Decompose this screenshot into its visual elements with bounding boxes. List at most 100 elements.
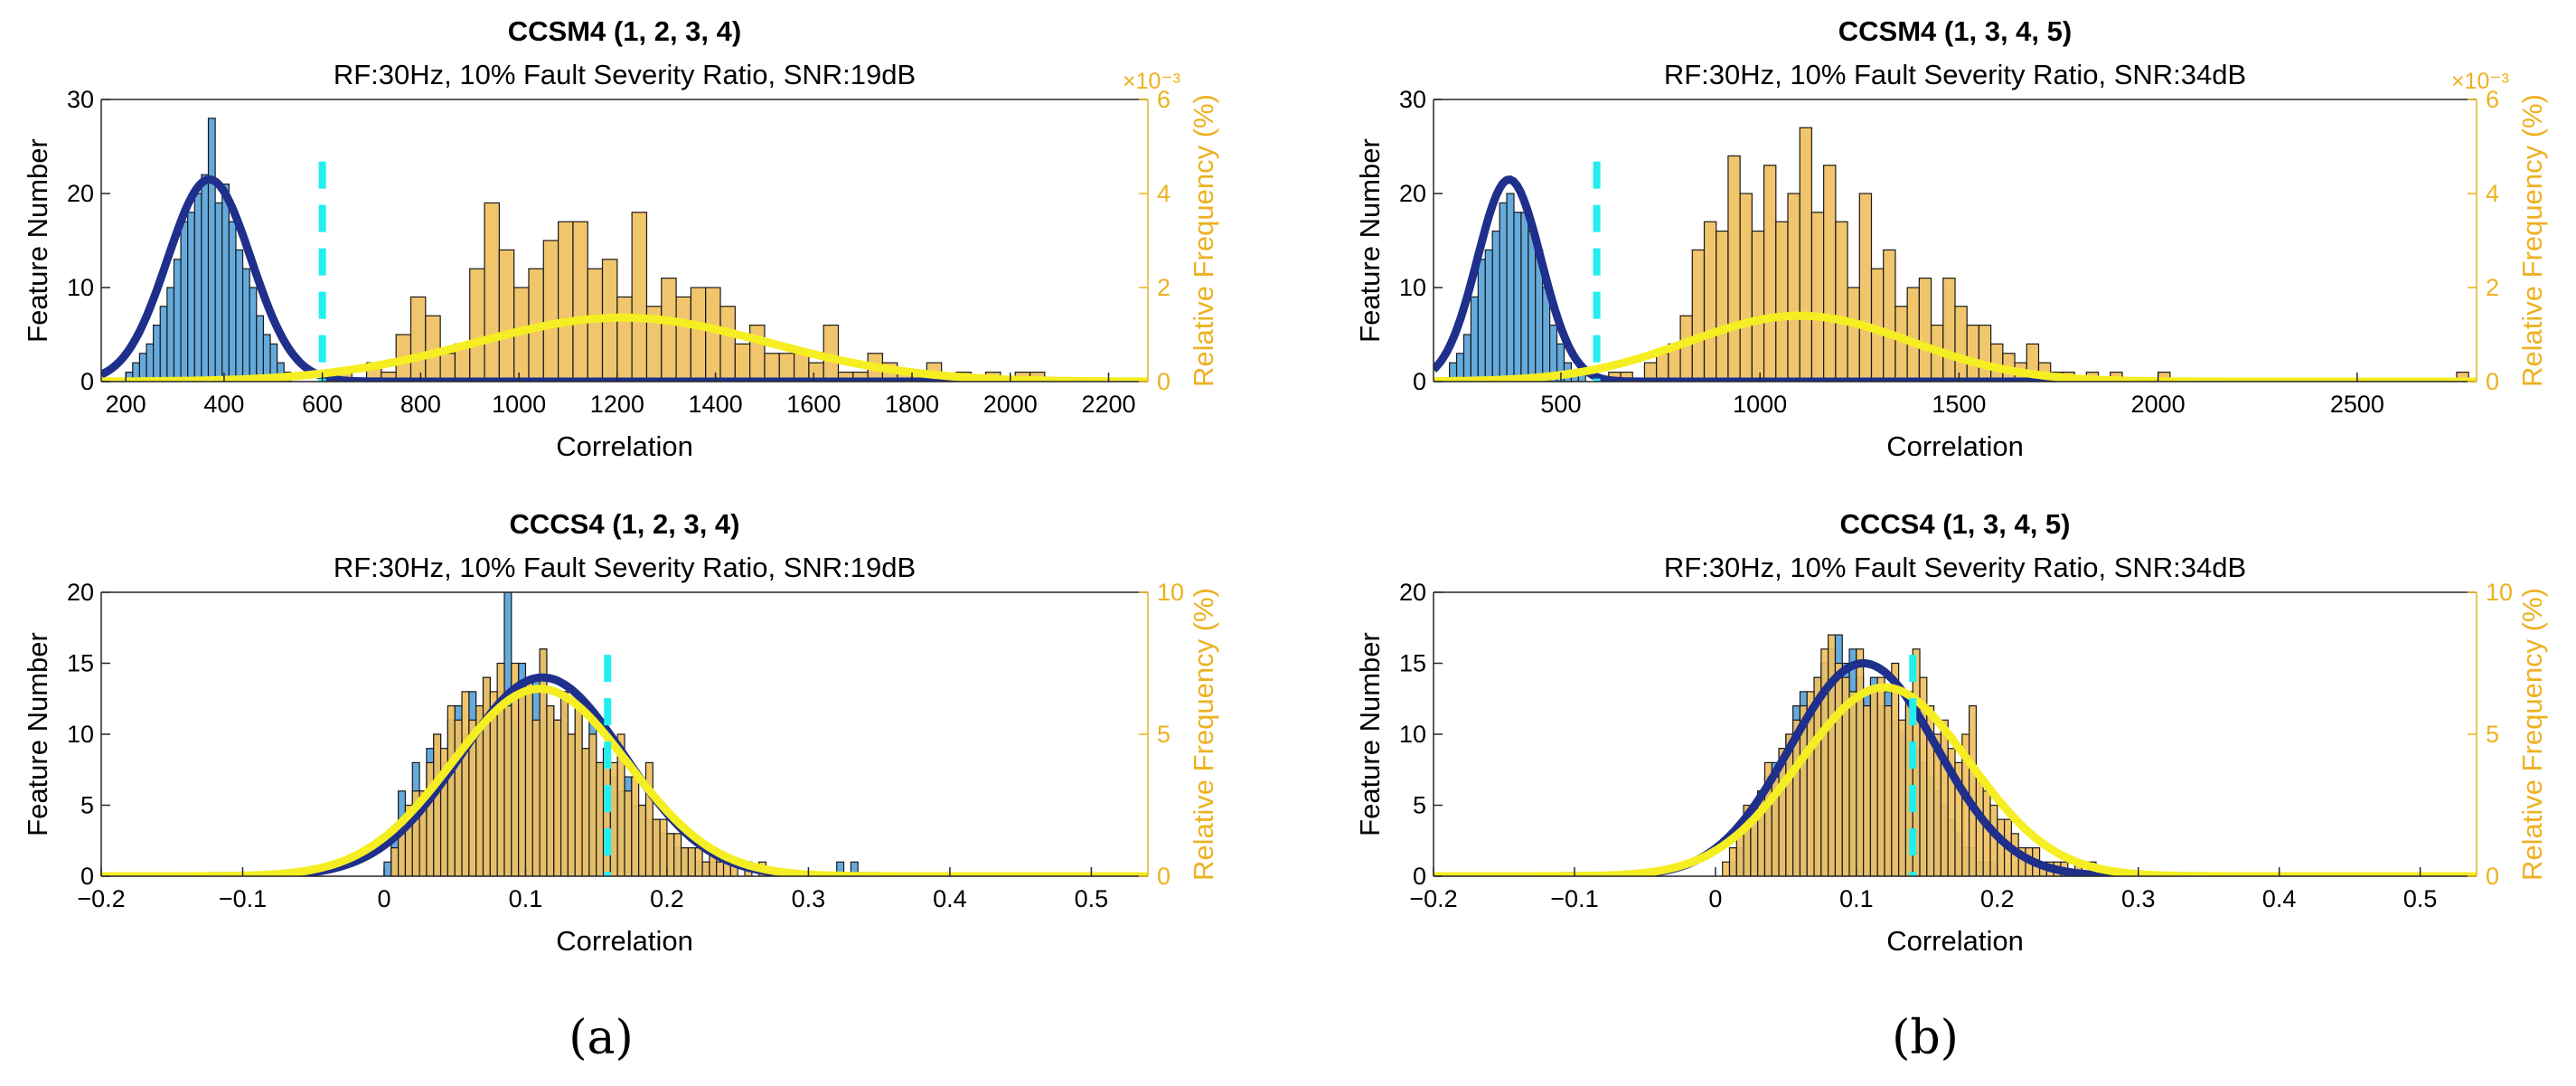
y-right-tick-label: 6: [2486, 86, 2499, 113]
faulty-bar: [694, 846, 703, 876]
healthy-bar: [207, 118, 216, 382]
faulty-bar: [572, 221, 588, 382]
faulty-bar: [1810, 212, 1825, 382]
faulty-bar: [1834, 662, 1843, 876]
faulty-bar: [1735, 833, 1744, 876]
x-tick-label: 0.1: [1839, 885, 1874, 912]
y-tick-label: 20: [1399, 579, 1426, 606]
faulty-bar: [631, 212, 648, 382]
healthy-bar: [1506, 193, 1515, 382]
faulty-fit-curve: [101, 685, 1148, 876]
faulty-bar: [1679, 315, 1693, 382]
faulty-bar: [439, 353, 456, 382]
x-axis-label: Correlation: [556, 430, 693, 462]
x-axis-label: Correlation: [1886, 430, 2024, 462]
healthy-bar: [256, 315, 265, 382]
chart-title: CCSM4 (1, 2, 3, 4): [508, 15, 741, 47]
faulty-bar: [588, 733, 597, 876]
y-tick-label: 15: [67, 650, 94, 677]
faulty-bar: [764, 353, 780, 382]
chart-subtitle: RF:30Hz, 10% Fault Severity Ratio, SNR:1…: [334, 552, 916, 583]
healthy-bar: [1499, 202, 1508, 382]
faulty-bar: [484, 202, 500, 382]
faulty-bar: [1869, 691, 1878, 876]
faulty-bar: [567, 733, 576, 876]
healthy-bar: [228, 221, 237, 382]
faulty-bar: [659, 818, 668, 876]
faulty-bar: [1968, 704, 1977, 876]
x-tick-label: 1800: [885, 391, 939, 418]
x-axis-label: Correlation: [1886, 925, 2024, 957]
x-tick-label: −0.1: [1550, 885, 1598, 912]
chart-b-top: CCSM4 (1, 3, 4, 5) RF:30Hz, 10% Fault Sev…: [1354, 15, 2548, 462]
chart-title: CCCS4 (1, 2, 3, 4): [510, 508, 740, 540]
faulty-bar: [644, 761, 653, 876]
faulty-bar: [1727, 155, 1741, 382]
x-tick-label: 200: [106, 391, 146, 418]
healthy-bar: [221, 184, 230, 382]
faulty-bar: [793, 353, 810, 382]
faulty-bar: [409, 296, 427, 382]
x-tick-label: 0.2: [1980, 885, 2015, 912]
x-axis-label: Correlation: [556, 925, 693, 957]
faulty-bar: [559, 691, 569, 876]
y-right-tick-label: 10: [1157, 579, 1184, 606]
faulty-bar: [558, 221, 574, 382]
y-tick-label: 0: [1413, 368, 1426, 395]
faulty-bar: [1728, 846, 1737, 876]
x-tick-label: 1500: [1932, 391, 1986, 418]
x-tick-label: 2200: [1081, 391, 1135, 418]
y-right-tick-label: 2: [1157, 274, 1170, 301]
faulty-bar: [1856, 648, 1865, 876]
y-right-tick-label: 5: [2486, 721, 2499, 748]
y-tick-label: 0: [80, 863, 94, 890]
x-tick-label: 0.4: [2262, 885, 2297, 912]
chart-subtitle: RF:30Hz, 10% Fault Severity Ratio, SNR:3…: [1664, 552, 2246, 583]
right-axis-exponent: ×10⁻³: [1123, 69, 1180, 94]
faulty-bar: [705, 287, 721, 382]
x-tick-label: −0.1: [219, 885, 267, 912]
faulty-bar: [652, 818, 661, 876]
y-right-axis-label: Relative Frequency (%): [1188, 588, 1219, 881]
faulty-bar: [734, 343, 751, 382]
faulty-bar: [778, 353, 795, 382]
faulty-bar: [469, 268, 485, 382]
faulty-bar: [1763, 165, 1777, 382]
y-axis-label: Feature Number: [22, 632, 53, 836]
healthy-bar: [1520, 212, 1529, 382]
y-right-tick-label: 4: [1157, 180, 1170, 207]
y-tick-label: 10: [1399, 274, 1426, 301]
healthy-bar: [166, 287, 175, 382]
faulty-bar: [518, 691, 527, 876]
faulty-bar: [1835, 221, 1848, 382]
y-tick-label: 5: [1413, 792, 1426, 819]
faulty-bar: [1982, 790, 1991, 876]
faulty-bar: [1775, 221, 1789, 382]
healthy-bar: [1484, 249, 1493, 382]
y-tick-label: 10: [67, 721, 94, 748]
faulty-bar: [1894, 306, 1908, 382]
faulty-bar: [1883, 249, 1896, 382]
faulty-bar: [1799, 127, 1813, 382]
faulty-bar: [1863, 704, 1872, 876]
faulty-bar: [1918, 278, 1932, 382]
faulty-bar: [1751, 231, 1765, 382]
y-right-tick-label: 0: [2486, 368, 2499, 395]
faulty-bar: [454, 719, 463, 876]
x-tick-label: 0.3: [2121, 885, 2156, 912]
y-right-tick-label: 5: [1157, 721, 1170, 748]
x-tick-label: 500: [1540, 391, 1581, 418]
y-right-axis-label: Relative Frequency (%): [1188, 94, 1219, 387]
x-tick-label: 1000: [492, 391, 546, 418]
healthy-bar: [153, 325, 161, 382]
x-tick-label: 1400: [689, 391, 743, 418]
right-axis-exponent: ×10⁻³: [2451, 69, 2509, 94]
healthy-bar: [180, 221, 189, 382]
y-tick-label: 0: [1413, 863, 1426, 890]
panel-label-b: (b): [1892, 1011, 1959, 1065]
x-tick-label: 2000: [983, 391, 1038, 418]
x-tick-label: 0.5: [1075, 885, 1109, 912]
faulty-bar: [1848, 691, 1857, 876]
faulty-bar: [1620, 372, 1633, 382]
